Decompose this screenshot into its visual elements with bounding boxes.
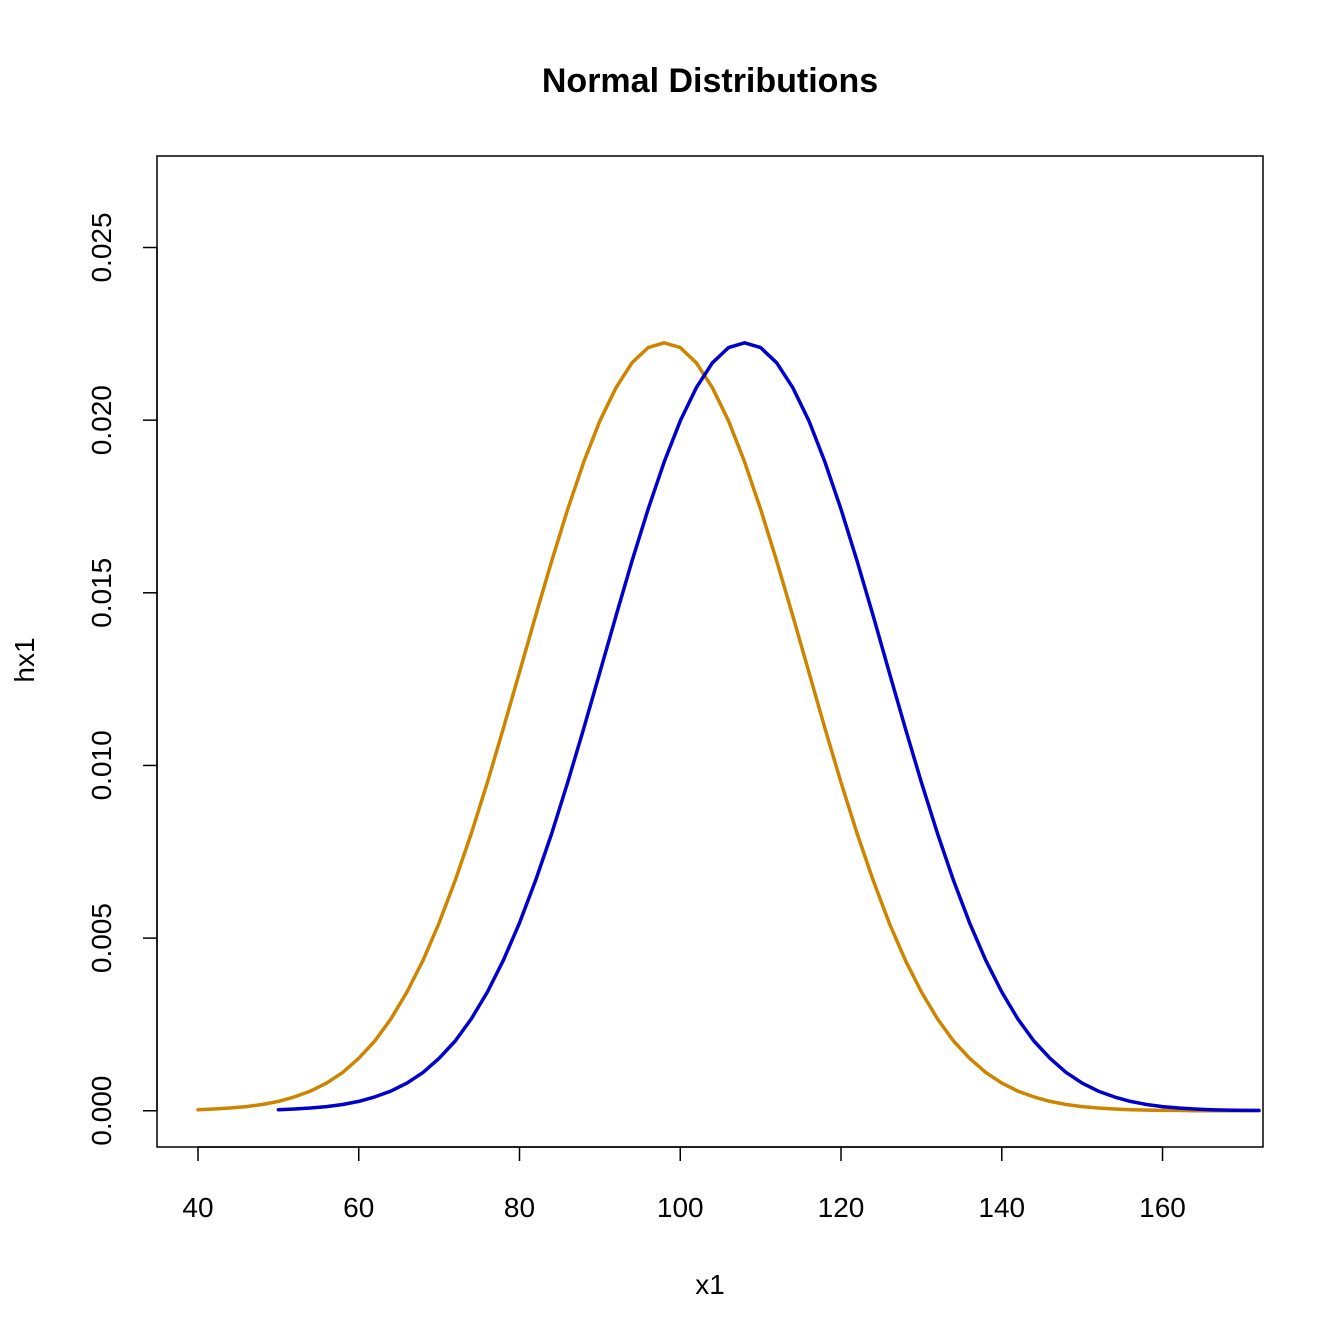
x-tick-label: 120 [818,1192,865,1223]
y-axis-label: hx1 [9,637,40,682]
y-tick-label: 0.005 [86,903,117,973]
series-line-1 [196,341,1261,1113]
y-tick-label: 0.000 [86,1076,117,1146]
y-tick-label: 0.025 [86,212,117,282]
x-tick-label: 140 [978,1192,1025,1223]
x-tick-label: 40 [182,1192,213,1223]
plot-frame [156,155,1264,1148]
y-tick-label: 0.015 [86,558,117,628]
x-tick-label: 160 [1139,1192,1186,1223]
plot-area: 40 60 80 100 120 140 160 0.000 0.005 0.010 0.015 0.… [86,155,1264,1223]
x-tick-label: 100 [657,1192,704,1223]
x-tick-label: 60 [343,1192,374,1223]
chart-title: Normal Distributions [542,62,878,100]
y-tick-label: 0.010 [86,730,117,800]
x-axis-label: x1 [695,1269,725,1300]
y-tick-label: 0.020 [86,385,117,455]
series-line-2 [276,341,1261,1113]
x-tick-label: 80 [504,1192,535,1223]
